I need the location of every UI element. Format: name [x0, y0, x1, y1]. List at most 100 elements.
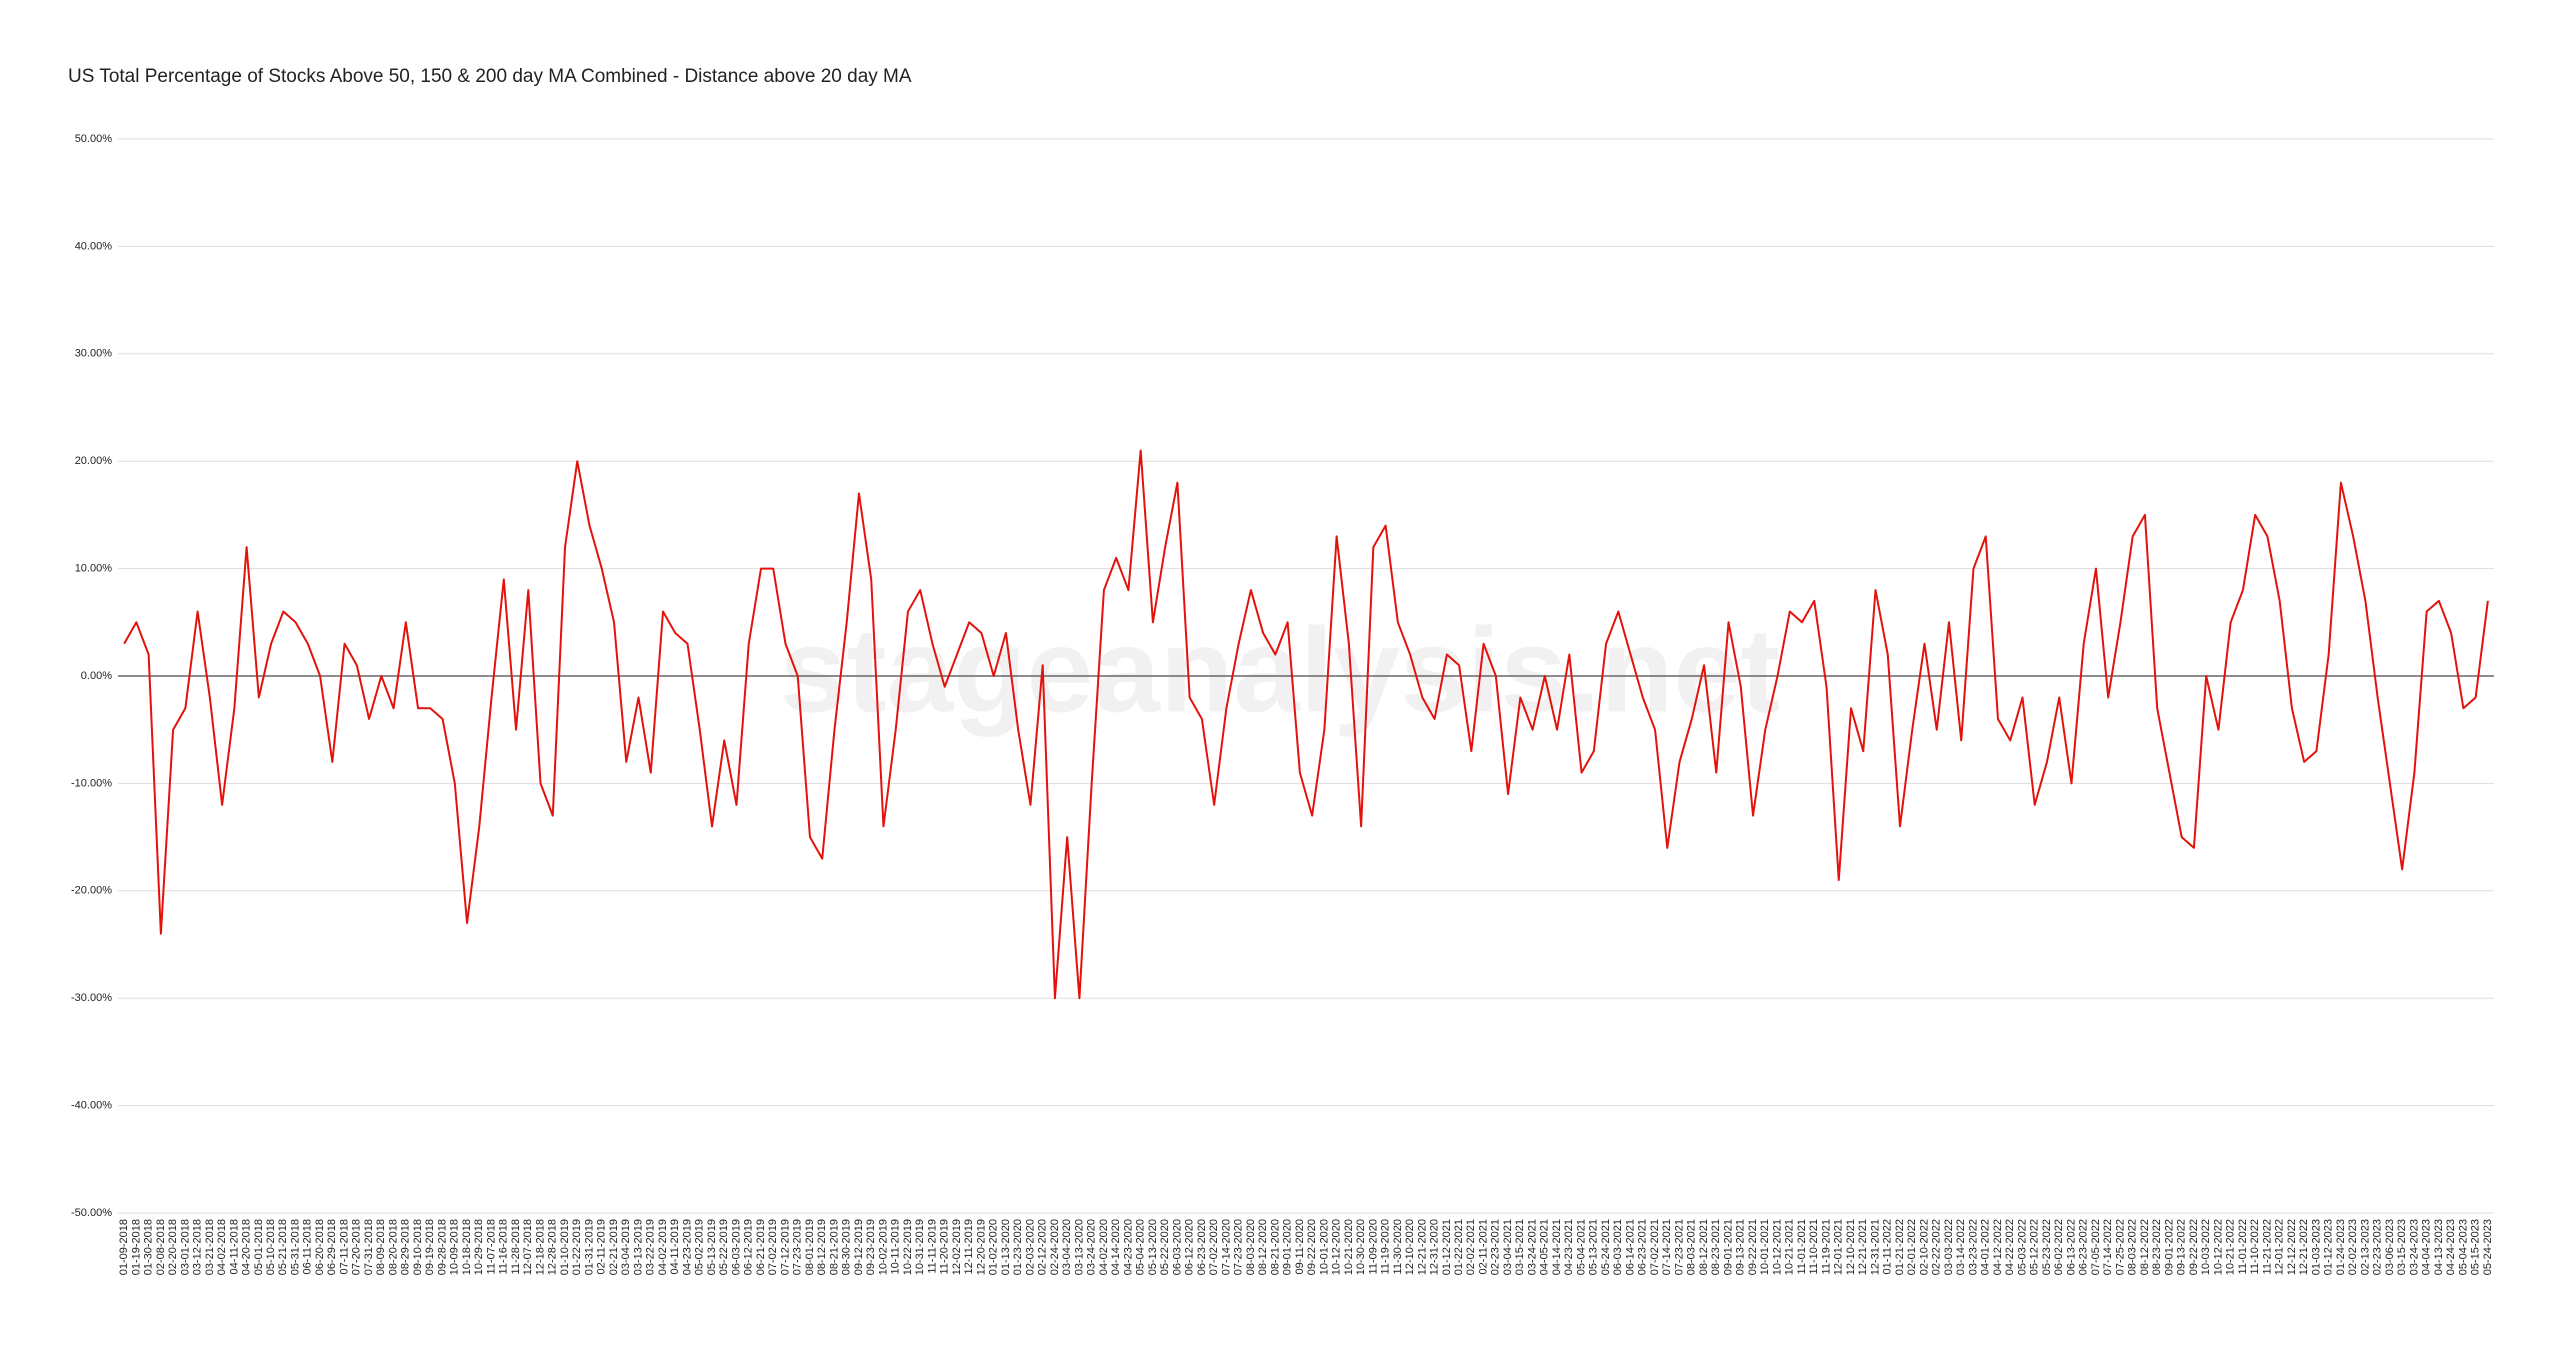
- x-tick-label: 07-12-2019: [779, 1219, 791, 1275]
- x-tick-label: 07-25-2022: [2114, 1219, 2126, 1275]
- x-tick-label: 01-11-2022: [1882, 1219, 1894, 1274]
- x-tick-label: 07-23-2020: [1233, 1219, 1245, 1275]
- x-tick-label: 12-11-2019: [963, 1219, 975, 1274]
- x-tick-label: 01-10-2019: [559, 1219, 571, 1275]
- x-tick-label: 11-28-2018: [510, 1219, 522, 1274]
- x-tick-label: 03-04-2021: [1502, 1219, 1514, 1275]
- x-tick-label: 02-22-2022: [1931, 1219, 1943, 1275]
- x-tick-label: 06-02-2022: [2053, 1219, 2065, 1275]
- x-tick-label: 02-12-2020: [1037, 1219, 1049, 1275]
- x-tick-label: 12-18-2018: [534, 1219, 546, 1275]
- x-tick-label: 02-11-2019: [596, 1219, 608, 1274]
- x-tick-label: 04-20-2018: [241, 1219, 253, 1275]
- x-tick-label: 04-02-2018: [216, 1219, 228, 1275]
- x-tick-label: 05-21-2018: [277, 1219, 289, 1275]
- x-tick-label: 11-20-2019: [939, 1219, 951, 1274]
- x-tick-label: 01-24-2023: [2335, 1219, 2347, 1275]
- y-tick-label: 40.00%: [75, 240, 113, 252]
- x-tick-label: 02-20-2018: [167, 1219, 179, 1275]
- x-tick-label: 11-11-2019: [926, 1219, 938, 1274]
- x-tick-label: 12-20-2019: [975, 1219, 987, 1275]
- x-tick-label: 07-23-2021: [1673, 1219, 1685, 1275]
- x-tick-label: 08-03-2021: [1686, 1219, 1698, 1275]
- x-tick-label: 03-15-2023: [2396, 1219, 2408, 1275]
- x-tick-label: 11-10-2021: [1808, 1219, 1820, 1274]
- x-tick-label: 12-21-2021: [1857, 1219, 1869, 1275]
- x-tick-label: 08-20-2018: [387, 1219, 399, 1275]
- x-tick-label: 07-14-2022: [2102, 1219, 2114, 1275]
- x-tick-label: 10-21-2021: [1784, 1219, 1796, 1275]
- y-tick-label: -10.00%: [71, 777, 112, 789]
- x-tick-label: 09-12-2019: [853, 1219, 865, 1275]
- x-tick-label: 05-23-2022: [2041, 1219, 2053, 1275]
- x-tick-label: 10-01-2021: [1759, 1219, 1771, 1275]
- x-tick-label: 02-23-2021: [1490, 1219, 1502, 1275]
- x-tick-label: 11-10-2022: [2249, 1219, 2261, 1274]
- x-tick-label: 06-23-2022: [2078, 1219, 2090, 1275]
- x-tick-label: 02-24-2020: [1049, 1219, 1061, 1275]
- x-tick-label: 12-07-2018: [522, 1219, 534, 1275]
- x-tick-label: 08-21-2019: [828, 1219, 840, 1275]
- x-tick-label: 04-13-2023: [2433, 1219, 2445, 1275]
- x-tick-label: 04-23-2021: [1563, 1219, 1575, 1275]
- x-tick-label: 10-31-2019: [914, 1219, 926, 1275]
- x-tick-label: 02-11-2021: [1477, 1219, 1489, 1274]
- x-tick-label: 12-31-2020: [1429, 1219, 1441, 1275]
- x-tick-label: 05-13-2019: [706, 1219, 718, 1275]
- x-tick-label: 03-03-2022: [1943, 1219, 1955, 1275]
- y-tick-label: 30.00%: [75, 348, 113, 360]
- y-tick-label: 0.00%: [81, 670, 112, 682]
- x-tick-label: 09-10-2018: [412, 1219, 424, 1275]
- x-tick-label: 04-14-2021: [1551, 1219, 1563, 1275]
- x-tick-label: 05-22-2020: [1159, 1219, 1171, 1275]
- x-tick-label: 08-03-2020: [1245, 1219, 1257, 1275]
- x-tick-label: 11-01-2021: [1796, 1219, 1808, 1274]
- x-tick-label: 06-29-2018: [326, 1219, 338, 1275]
- x-tick-label: 08-03-2022: [2127, 1219, 2139, 1275]
- x-tick-label: 05-04-2020: [1135, 1219, 1147, 1275]
- x-tick-label: 01-31-2019: [583, 1219, 595, 1275]
- x-tick-label: 12-21-2020: [1416, 1219, 1428, 1275]
- x-tick-label: 10-01-2020: [1318, 1219, 1330, 1275]
- x-tick-label: 05-12-2022: [2029, 1219, 2041, 1275]
- x-tick-label: 11-16-2018: [498, 1219, 510, 1274]
- x-tick-label: 07-20-2018: [351, 1219, 363, 1275]
- x-tick-label: 04-12-2022: [1992, 1219, 2004, 1275]
- x-tick-label: 08-12-2021: [1698, 1219, 1710, 1275]
- x-tick-label: 01-13-2020: [1000, 1219, 1012, 1275]
- x-tick-label: 10-09-2018: [449, 1219, 461, 1275]
- x-tick-label: 06-03-2019: [730, 1219, 742, 1275]
- x-tick-label: 02-13-2023: [2359, 1219, 2371, 1275]
- x-tick-label: 06-12-2020: [1184, 1219, 1196, 1275]
- x-tick-label: 04-11-2019: [669, 1219, 681, 1274]
- x-tick-label: 02-03-2020: [1024, 1219, 1036, 1275]
- x-tick-label: 10-22-2019: [902, 1219, 914, 1275]
- x-tick-label: 03-24-2020: [1086, 1219, 1098, 1275]
- x-tick-label: 08-12-2022: [2139, 1219, 2151, 1275]
- y-tick-label: 50.00%: [75, 133, 113, 145]
- x-tick-label: 12-12-2022: [2286, 1219, 2298, 1275]
- x-tick-label: 01-12-2021: [1441, 1219, 1453, 1275]
- x-tick-label: 03-13-2020: [1073, 1219, 1085, 1275]
- x-tick-label: 03-04-2019: [620, 1219, 632, 1275]
- x-tick-label: 07-14-2021: [1661, 1219, 1673, 1275]
- x-tick-label: 09-01-2021: [1722, 1219, 1734, 1275]
- x-tick-label: 03-24-2023: [2408, 1219, 2420, 1275]
- x-tick-label: 06-23-2021: [1637, 1219, 1649, 1275]
- x-tick-label: 09-28-2018: [436, 1219, 448, 1275]
- x-tick-label: 03-01-2018: [179, 1219, 191, 1275]
- x-tick-label: 04-02-2019: [657, 1219, 669, 1275]
- x-tick-label: 12-02-2019: [951, 1219, 963, 1275]
- x-tick-label: 05-10-2018: [265, 1219, 277, 1275]
- x-tick-label: 12-31-2021: [1869, 1219, 1881, 1275]
- x-tick-label: 01-02-2020: [988, 1219, 1000, 1275]
- x-tick-label: 04-01-2022: [1980, 1219, 1992, 1275]
- x-tick-label: 09-22-2020: [1306, 1219, 1318, 1275]
- x-tick-label: 10-12-2022: [2212, 1219, 2224, 1275]
- x-tick-label: 07-31-2018: [363, 1219, 375, 1275]
- x-tick-label: 08-30-2019: [841, 1219, 853, 1275]
- x-tick-label: 06-03-2020: [1171, 1219, 1183, 1275]
- x-tick-label: 07-11-2018: [338, 1219, 350, 1274]
- x-tick-label: 10-29-2018: [473, 1219, 485, 1275]
